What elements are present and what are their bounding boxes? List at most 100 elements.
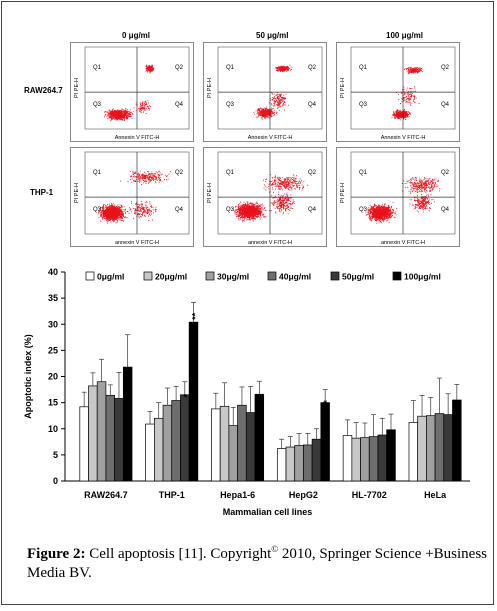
- flow-panel-thp-50: Q1 Q2 Q3 Q4 annexin V FITC-H PI PE-H: [203, 147, 327, 247]
- bar-group: RAW264.7: [79, 334, 133, 500]
- y-tick-label: 25: [48, 345, 58, 355]
- y-tick-label: 30: [48, 319, 58, 329]
- quadrant-label: Q4: [441, 102, 450, 108]
- dot-plot: Q1 Q2 Q3 Q4 Annexin V FITC-H PI PE-H: [340, 46, 456, 141]
- bar-group: ** HepG2: [276, 389, 332, 500]
- quadrant-label: Q4: [441, 207, 450, 213]
- bar-group: HL-7702: [342, 413, 396, 500]
- quadrant-label: Q4: [308, 207, 317, 213]
- legend-swatch: [330, 271, 340, 281]
- quadrant-label: Q3: [226, 207, 235, 213]
- y-tick-label: 20: [48, 372, 58, 382]
- bar: [342, 435, 353, 482]
- x-tick-label: THP-1: [159, 490, 185, 500]
- bar: [443, 414, 453, 482]
- quadrant-label: Q2: [175, 170, 184, 176]
- bar: [219, 405, 230, 482]
- quadrant-label: Q4: [175, 207, 184, 213]
- flow-panel-thp-0: Q1 Q2 Q3 Q4 annexin V FITC-H PI PE-H: [70, 147, 194, 247]
- dot-plot: Q1 Q2 Q3 Q4 Annexin V FITC-H PI PE-H: [207, 46, 323, 141]
- bar: [254, 393, 265, 482]
- y-tick-label: 0: [53, 476, 58, 486]
- bar: [154, 417, 164, 482]
- y-tick-label: 10: [48, 424, 58, 434]
- bar: [285, 446, 296, 482]
- bar: [294, 445, 304, 482]
- x-tick-label: HepG2: [289, 490, 318, 500]
- quadrant-label: Q4: [308, 102, 317, 108]
- column-label-100: 100 μg/ml: [386, 31, 423, 40]
- quadrant-label: Q1: [226, 170, 235, 176]
- significance-marker: **: [191, 312, 201, 320]
- caption-text: Cell apoptosis [11]. Copyright: [89, 546, 272, 562]
- axis-label-y: PI PE-H: [207, 183, 213, 203]
- bar-group: Hepa1-6: [211, 380, 265, 500]
- legend-entry: 100μg/ml: [404, 272, 441, 282]
- x-tick-label: Hepa1-6: [220, 490, 255, 500]
- caption-label: Figure 2:: [27, 546, 86, 562]
- bar: [245, 412, 256, 482]
- bar: [114, 398, 124, 482]
- bar: [452, 399, 462, 482]
- bar: [320, 402, 330, 482]
- x-tick-label: RAW264.7: [84, 490, 128, 500]
- bar: [377, 434, 388, 482]
- flow-panel-raw-100: Q1 Q2 Q3 Q4 Annexin V FITC-H PI PE-H: [336, 42, 460, 142]
- row-label-raw264: RAW264.7: [24, 86, 63, 95]
- legend-entry: 0μg/ml: [97, 272, 124, 282]
- quadrant-label: Q3: [226, 102, 235, 108]
- quadrant-label: Q3: [359, 102, 368, 108]
- quadrant-label: Q4: [175, 102, 184, 108]
- bar: [237, 404, 247, 482]
- quadrant-label: Q2: [441, 65, 450, 71]
- bar: [303, 444, 313, 482]
- quadrant-label: Q3: [93, 102, 102, 108]
- dot-plot: Q1 Q2 Q3 Q4 annexin V FITC-H PI PE-H: [340, 151, 456, 246]
- bar: [105, 394, 115, 482]
- bar: [276, 448, 287, 482]
- legend-swatch: [85, 271, 95, 281]
- legend: 0μg/ml 20μg/ml 30μg/ml 40μg/ml 50μg/ml 100μg/…: [85, 271, 441, 282]
- axis-label-x: annexin V FITC-H: [248, 240, 292, 246]
- row-label-thp1: THP-1: [30, 188, 54, 197]
- flow-panel-raw-0: Q1 Q2 Q3 Q4 Annexin V FITC-H PI PE-H: [70, 42, 194, 142]
- bar: [188, 321, 199, 482]
- axis-label-y: PI PE-H: [74, 183, 80, 203]
- legend-swatch: [143, 271, 153, 281]
- y-tick-label: 15: [48, 398, 58, 408]
- bar: [417, 415, 427, 482]
- bar: [426, 415, 436, 482]
- legend-swatch: [267, 271, 277, 281]
- event-dots: [97, 170, 171, 224]
- bar-group: ***THP-1: [145, 301, 201, 500]
- axis-label-y: PI PE-H: [340, 78, 346, 98]
- legend-entry: 30μg/ml: [217, 272, 249, 282]
- axis-label-x: annexin V FITC-H: [115, 240, 159, 246]
- bar: [386, 429, 396, 482]
- bar: [408, 422, 419, 482]
- axis-label-x: annexin V FITC-H: [381, 240, 425, 246]
- bar: [88, 385, 98, 482]
- quadrant-label: Q2: [441, 170, 450, 176]
- figure-caption: Figure 2: Cell apoptosis [11]. Copyright…: [27, 540, 487, 583]
- axis-label-y: PI PE-H: [74, 78, 80, 98]
- quadrant-label: Q3: [359, 207, 368, 213]
- bar: [360, 437, 370, 482]
- bar-group: HeLa: [408, 377, 462, 500]
- bar: [228, 425, 238, 482]
- event-dots: [104, 64, 155, 122]
- axis-label-y: PI PE-H: [340, 183, 346, 203]
- y-tick-label: 40: [48, 267, 58, 277]
- quadrant-label: Q1: [359, 65, 368, 71]
- bar: [351, 437, 361, 482]
- x-axis-label: Mammalian cell lines: [223, 507, 313, 517]
- bar: [434, 413, 445, 482]
- bar: [171, 400, 181, 482]
- x-tick-label: HeLa: [424, 490, 447, 500]
- dot-plot: Q1 Q2 Q3 Q4 Annexin V FITC-H PI PE-H: [74, 46, 190, 141]
- flow-panel-thp-100: Q1 Q2 Q3 Q4 annexin V FITC-H PI PE-H: [336, 147, 460, 247]
- bar: [122, 366, 133, 482]
- quadrant-label: Q1: [226, 65, 235, 71]
- axis-label-x: Annexin V FITC-H: [248, 135, 293, 141]
